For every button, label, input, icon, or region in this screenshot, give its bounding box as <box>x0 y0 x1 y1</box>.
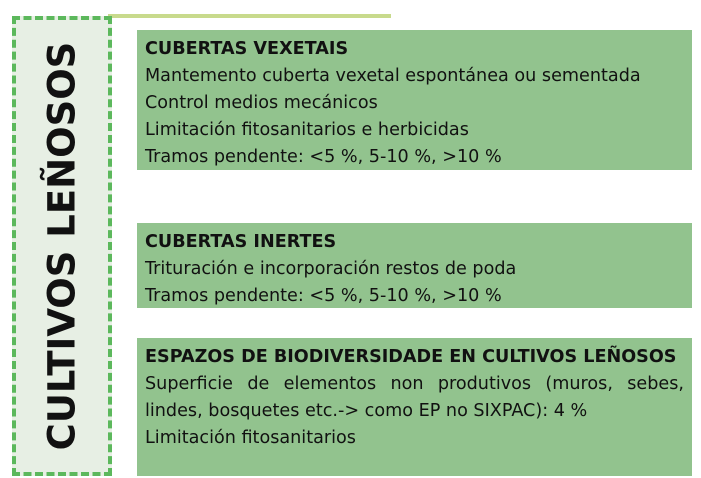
section-line: Mantemento cuberta vexetal espontánea ou… <box>145 66 641 86</box>
section-line: Control medios mecánicos <box>145 93 378 113</box>
section-box: CUBERTAS INERTES Trituración e incorpora… <box>137 223 692 308</box>
section-heading: CUBERTAS VEXETAIS <box>145 39 349 59</box>
side-label: CULTIVOS LEÑOSOS <box>40 41 84 451</box>
accent-line <box>108 14 391 18</box>
section-line: Tramos pendente: <5 %, 5-10 %, >10 % <box>145 147 502 167</box>
section-box: ESPAZOS DE BIODIVERSIDADE EN CULTIVOS LE… <box>137 338 692 476</box>
section-heading: CUBERTAS INERTES <box>145 232 337 252</box>
section-line: Limitación fitosanitarios e herbicidas <box>145 120 469 140</box>
section-heading: ESPAZOS DE BIODIVERSIDADE EN CULTIVOS LE… <box>145 347 677 367</box>
section-line: Trituración e incorporación restos de po… <box>145 259 517 279</box>
section-line: Limitación fitosanitarios <box>145 428 356 448</box>
side-panel: CULTIVOS LEÑOSOS <box>12 16 112 476</box>
section-box: CUBERTAS VEXETAIS Mantemento cuberta vex… <box>137 30 692 170</box>
section-line: Tramos pendente: <5 %, 5-10 %, >10 % <box>145 286 502 306</box>
section-line: Superficie de elementos non produtivos (… <box>145 374 684 421</box>
